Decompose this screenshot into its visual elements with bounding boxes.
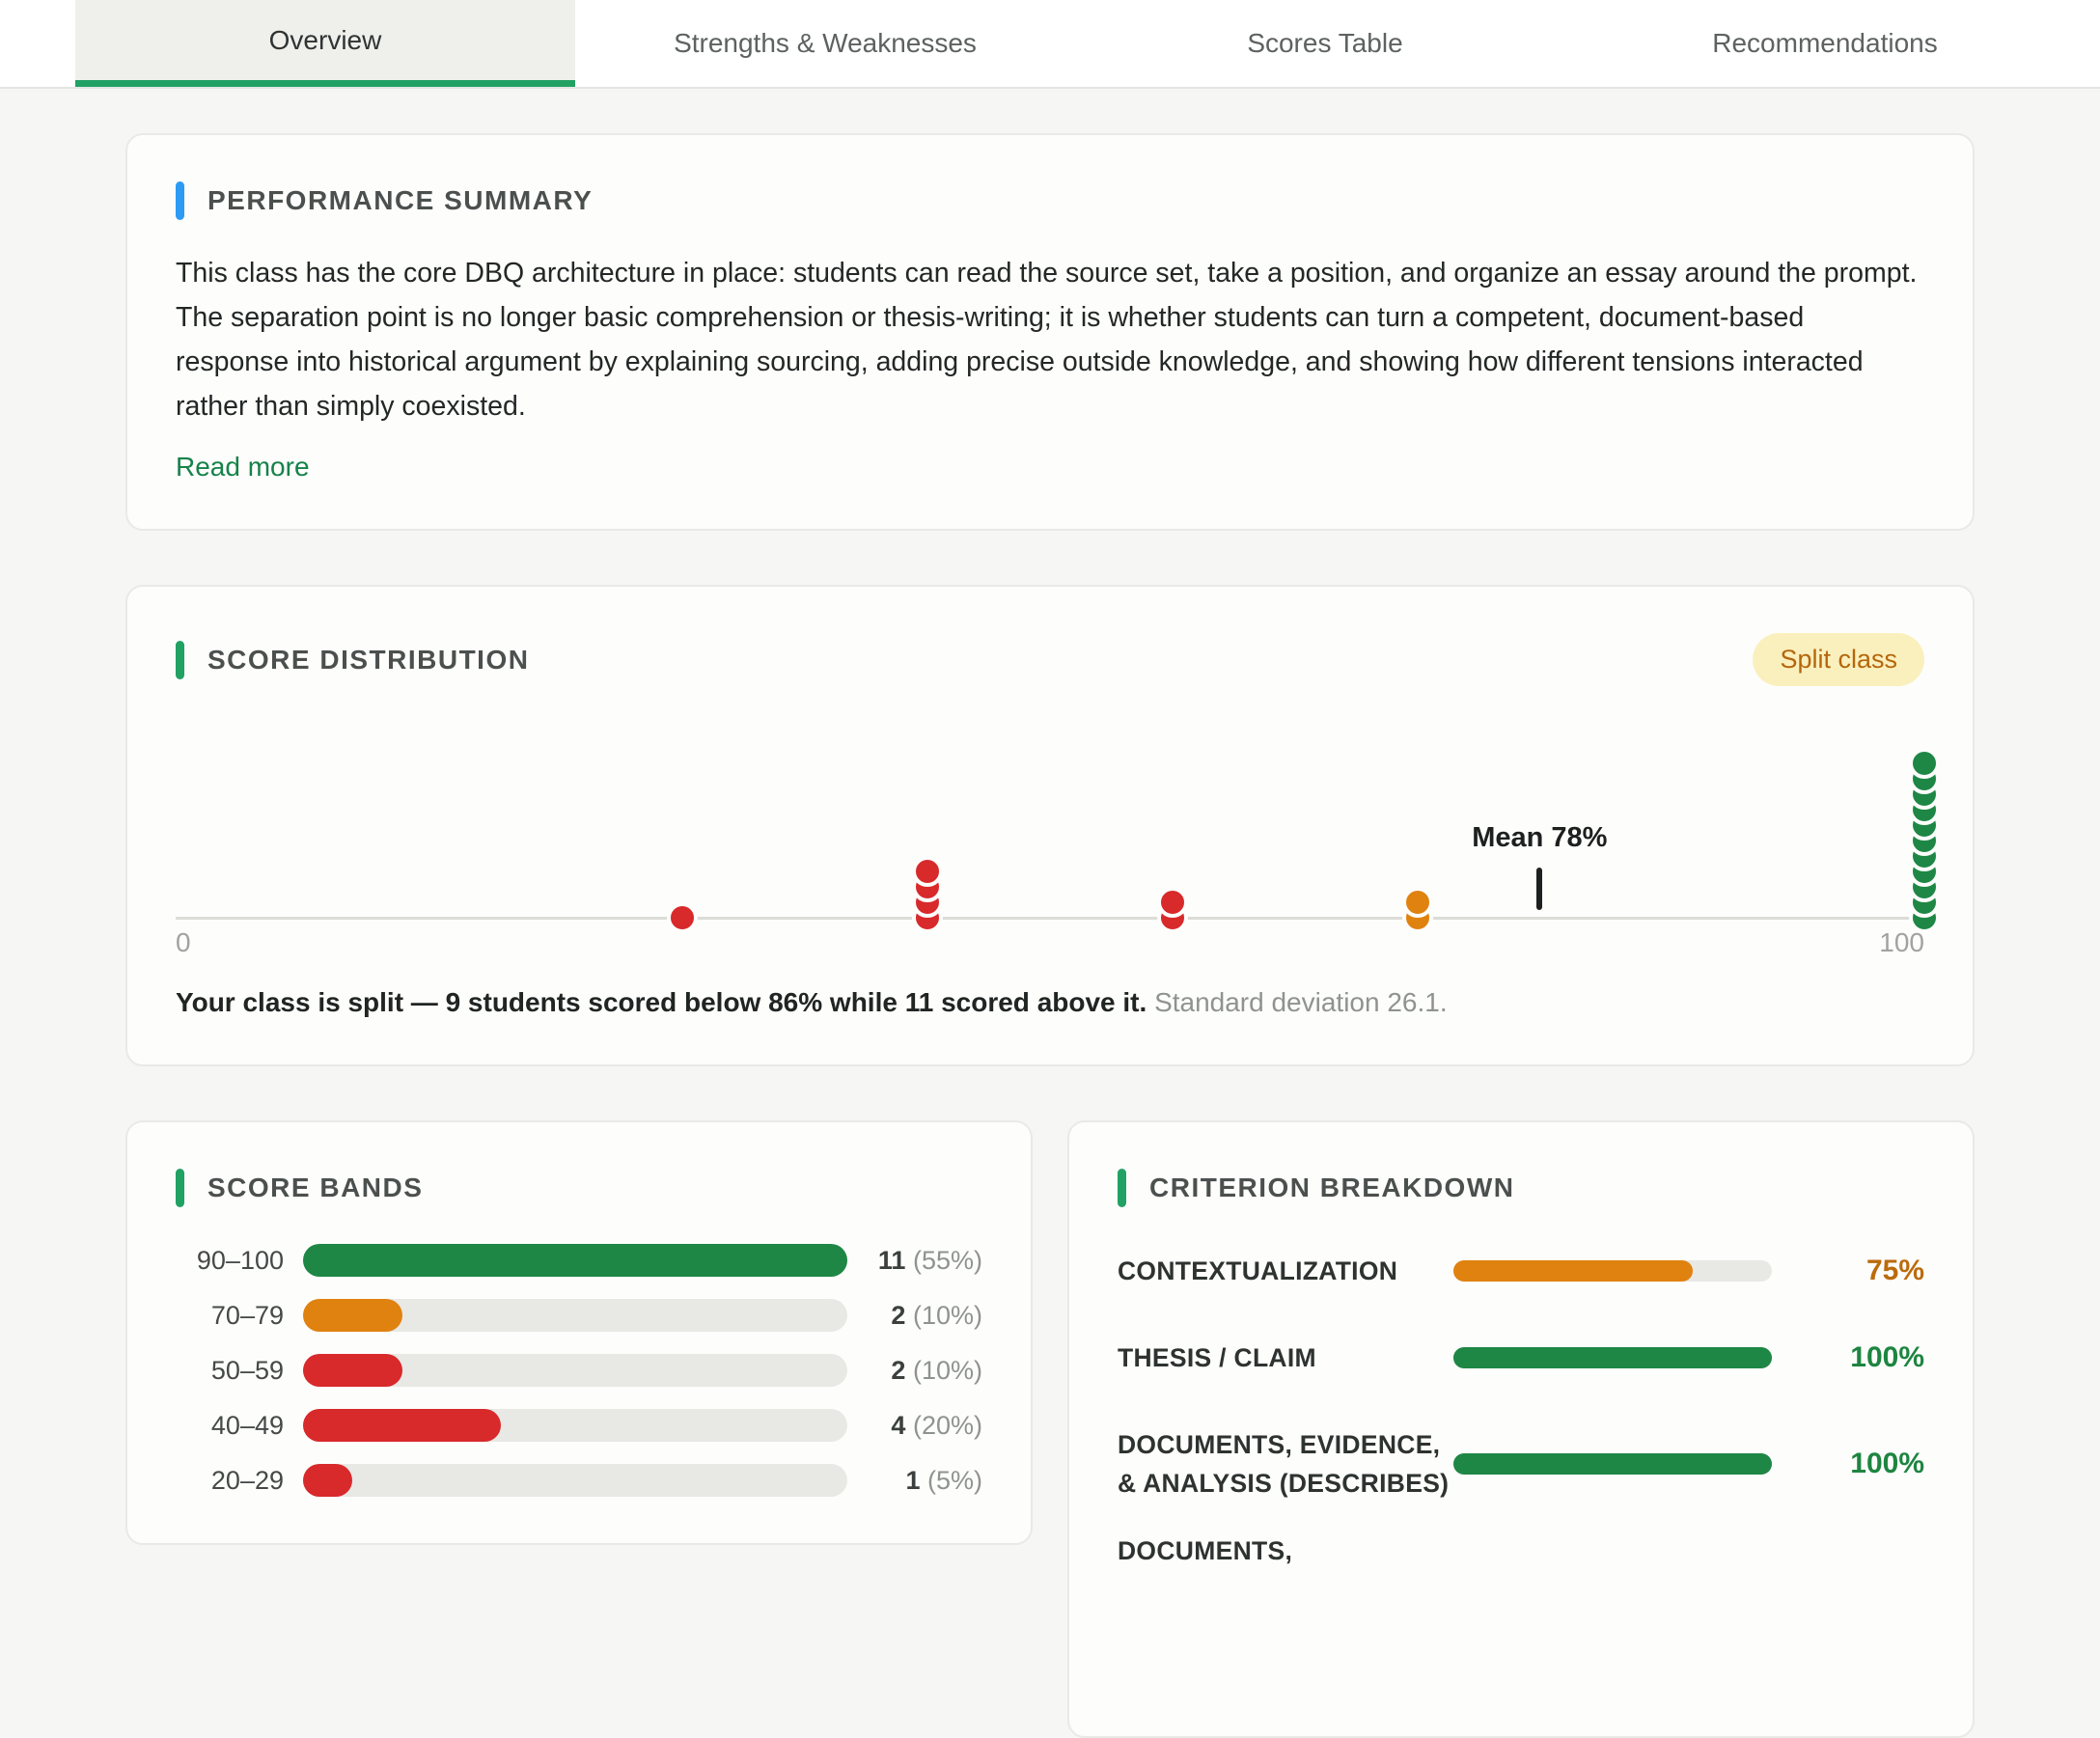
band-fill [303,1409,502,1442]
criterion-row: DOCUMENTS, EVIDENCE, & ANALYSIS (DESCRIB… [1118,1425,1924,1503]
tab-scores-table[interactable]: Scores Table [1075,0,1575,87]
tab-strengths-weaknesses-label: Strengths & Weaknesses [674,28,977,58]
score-bands-header: SCORE BANDS [176,1169,982,1207]
criterion-track [1453,1453,1772,1475]
band-label: 90–100 [196,1245,284,1275]
tab-scores-table-label: Scores Table [1247,28,1403,58]
dot-plot: Mean 78% [176,700,1940,933]
band-label: 40–49 [210,1410,284,1440]
band-label: 20–29 [210,1465,284,1495]
section-accent-bar-green [1118,1169,1126,1207]
criterion-breakdown-header: CRITERION BREAKDOWN [1118,1169,1924,1207]
criterion-label: DOCUMENTS, [1118,1536,1293,1565]
band-fill [303,1464,353,1497]
criterion-row: CONTEXTUALIZATION 75% [1118,1252,1924,1290]
band-track [303,1244,847,1277]
criterion-fill [1453,1453,1772,1475]
mean-label: Mean 78% [1472,822,1608,853]
score-band-row: 40–49 4 (20%) [176,1409,982,1442]
band-label: 50–59 [210,1355,284,1385]
score-distribution-header-row: SCORE DISTRIBUTION Split class [176,633,1924,686]
band-track [303,1354,847,1387]
band-value: 11 (55%) [877,1245,982,1275]
mean-tick [1536,868,1543,910]
tab-overview-label: Overview [268,24,382,55]
criterion-track [1453,1260,1772,1282]
band-track [303,1299,847,1332]
split-class-badge: Split class [1753,633,1924,686]
score-bands-chart: 90–100 11 (55%) 70–79 2 (10%) 50–59 2 (1… [176,1244,982,1497]
student-score-dot [1909,748,1940,779]
criterion-label: DOCUMENTS, EVIDENCE, & ANALYSIS (DESCRIB… [1118,1430,1450,1498]
score-band-row: 70–79 2 (10%) [176,1299,982,1332]
tab-strengths-weaknesses[interactable]: Strengths & Weaknesses [575,0,1075,87]
criterion-breakdown-title: CRITERION BREAKDOWN [1149,1172,1515,1202]
tab-recommendations-label: Recommendations [1712,28,1938,58]
axis-min-label: 0 [176,927,191,957]
criterion-value: 100% [1850,1341,1924,1373]
criterion-fill [1453,1347,1772,1368]
criterion-label: CONTEXTUALIZATION [1118,1256,1398,1285]
tab-bar: Overview Strengths & Weaknesses Scores T… [0,0,2100,89]
score-band-row: 20–29 1 (5%) [176,1464,982,1497]
band-value: 2 (10%) [891,1300,982,1330]
criterion-row: THESIS / CLAIM 100% [1118,1338,1924,1377]
band-value: 4 (20%) [891,1410,982,1440]
section-accent-bar-green [176,640,184,679]
score-bands-title: SCORE BANDS [207,1172,424,1202]
tab-overview[interactable]: Overview [75,0,575,87]
distribution-caption-bold: Your class is split — 9 students scored … [176,987,1147,1017]
criterion-track [1453,1347,1772,1368]
dot-plot-axis-labels: 0 100 [176,927,1924,958]
performance-summary-text: This class has the core DBQ architecture… [176,258,1918,422]
performance-summary-card: PERFORMANCE SUMMARY This class has the c… [125,133,1975,531]
criterion-value: 100% [1850,1448,1924,1479]
performance-summary-title: PERFORMANCE SUMMARY [207,185,594,215]
band-value: 2 (10%) [891,1355,982,1385]
score-bands-card: SCORE BANDS 90–100 11 (55%) 70–79 2 (10%… [125,1120,1033,1545]
criterion-row-partial: DOCUMENTS, [1118,1531,1924,1570]
band-fill [303,1354,402,1387]
bottom-cards-row: SCORE BANDS 90–100 11 (55%) 70–79 2 (10%… [125,1120,1975,1738]
axis-max-label: 100 [1879,927,1924,957]
score-band-row: 50–59 2 (10%) [176,1354,982,1387]
criterion-value: 75% [1865,1255,1924,1286]
section-accent-bar-blue [176,181,184,220]
distribution-caption: Your class is split — 9 students scored … [176,987,1924,1018]
criterion-label: THESIS / CLAIM [1118,1343,1316,1372]
tab-recommendations[interactable]: Recommendations [1575,0,2075,87]
score-distribution-header: SCORE DISTRIBUTION [176,640,530,679]
distribution-caption-stddev: Standard deviation 26.1. [1154,987,1448,1017]
criterion-breakdown-card: CRITERION BREAKDOWN CONTEXTUALIZATION 75… [1067,1120,1975,1738]
section-accent-bar-green [176,1169,184,1207]
student-score-dot [1401,887,1433,918]
score-distribution-card: SCORE DISTRIBUTION Split class Mean 78% … [125,585,1975,1066]
performance-summary-header: PERFORMANCE SUMMARY [176,181,1924,220]
band-track [303,1409,847,1442]
student-score-dot [912,856,944,887]
band-track [303,1464,847,1497]
student-score-dot [667,902,699,933]
read-more-link[interactable]: Read more [176,452,310,482]
student-score-dot [1156,887,1188,918]
overview-content: PERFORMANCE SUMMARY This class has the c… [0,89,2100,1738]
band-value: 1 (5%) [905,1465,982,1495]
score-distribution-title: SCORE DISTRIBUTION [207,644,530,675]
band-label: 70–79 [210,1300,284,1330]
band-fill [303,1244,847,1277]
score-band-row: 90–100 11 (55%) [176,1244,982,1277]
band-fill [303,1299,402,1332]
dot-plot-axis-line [176,917,1924,920]
criterion-fill [1453,1260,1693,1282]
